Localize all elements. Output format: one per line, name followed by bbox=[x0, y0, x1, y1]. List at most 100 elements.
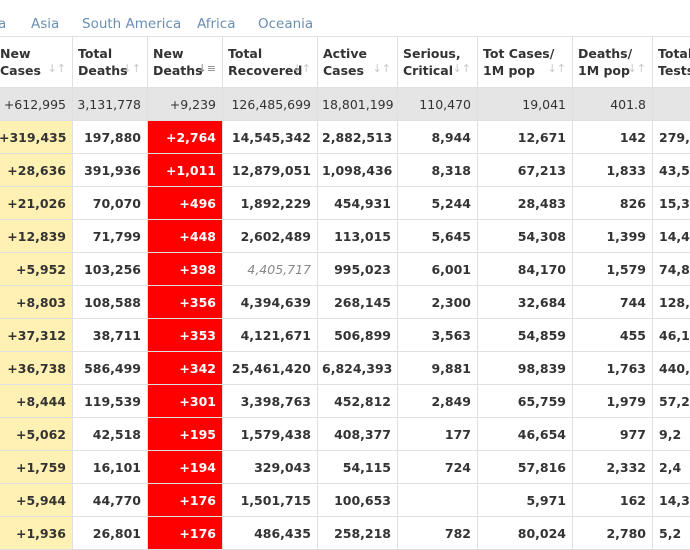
column-header-active-cases[interactable]: Active Cases ↓↑ bbox=[317, 36, 398, 88]
table-row: +36,738 586,499 +342 25,461,420 6,824,393 9,8… bbox=[0, 351, 690, 385]
column-header-line2: Cases bbox=[0, 62, 41, 78]
cell-total-recovered: 1,579,438 bbox=[222, 417, 318, 451]
cell-total-recovered: 486,435 bbox=[222, 516, 318, 550]
cell-total-recovered: 126,485,699 bbox=[222, 87, 318, 121]
sort-icon[interactable]: ↓↑ bbox=[122, 62, 141, 75]
cell-deaths-per-1m: 826 bbox=[572, 186, 653, 220]
cell-deaths-per-1m: 1,833 bbox=[572, 153, 653, 187]
column-header-line1: Tot Cases/ bbox=[483, 45, 555, 61]
column-header-tot-cases-per-1m[interactable]: Tot Cases/1M pop ↓↑ bbox=[477, 36, 573, 88]
tab-asia[interactable]: Asia bbox=[31, 16, 60, 32]
cell-new-deaths: +356 bbox=[147, 285, 223, 319]
cell-new-cases: +36,738 bbox=[0, 351, 73, 385]
cell-new-deaths: +301 bbox=[147, 384, 223, 418]
table-row: +5,944 44,770 +176 1,501,715 100,653 5,971 162… bbox=[0, 483, 690, 517]
cell-new-deaths: +195 bbox=[147, 417, 223, 451]
cell-new-cases: +1,936 bbox=[0, 516, 73, 550]
column-header-line2: 1M pop bbox=[578, 62, 630, 78]
cell-total-tests: 279,3 bbox=[652, 120, 690, 154]
cell-total-tests: 46,1 bbox=[652, 318, 690, 352]
table-row: +12,839 71,799 +448 2,602,489 113,015 5,645 54… bbox=[0, 219, 690, 253]
column-header-line2: Cases bbox=[323, 62, 364, 78]
cell-tot-cases-per-1m: 67,213 bbox=[477, 153, 573, 187]
cell-new-cases: +319,435 bbox=[0, 120, 73, 154]
cell-active-cases: 454,931 bbox=[317, 186, 398, 220]
cell-serious-critical: 5,645 bbox=[397, 219, 478, 253]
cell-total-tests: 2,4 bbox=[652, 450, 690, 484]
cell-total-recovered: 12,879,051 bbox=[222, 153, 318, 187]
cell-active-cases: 258,218 bbox=[317, 516, 398, 550]
column-header-serious-critical[interactable]: Serious, Critical ↓↑ bbox=[397, 36, 478, 88]
sort-icon[interactable]: ↓↑ bbox=[452, 62, 471, 75]
cell-new-cases: +21,026 bbox=[0, 186, 73, 220]
cell-serious-critical bbox=[397, 483, 478, 517]
column-header-total-deaths[interactable]: Total Deaths ↓↑ bbox=[72, 36, 148, 88]
column-header-new-cases[interactable]: New Cases ↓↑ bbox=[0, 36, 73, 88]
cell-deaths-per-1m: 1,979 bbox=[572, 384, 653, 418]
sort-icon[interactable]: ↓↑ bbox=[292, 62, 311, 75]
column-header-line2: Deaths bbox=[153, 62, 203, 78]
cell-tot-cases-per-1m: 19,041 bbox=[477, 87, 573, 121]
tab-south-america[interactable]: South America bbox=[82, 16, 182, 32]
cell-active-cases: 100,653 bbox=[317, 483, 398, 517]
tab-africa[interactable]: Africa bbox=[197, 16, 236, 32]
column-header-total-tests[interactable]: TotalTests bbox=[652, 36, 690, 88]
cell-total-tests: 43,5 bbox=[652, 153, 690, 187]
cell-total-recovered: 3,398,763 bbox=[222, 384, 318, 418]
column-header-total-recovered[interactable]: Total Recovered ↓↑ bbox=[222, 36, 318, 88]
tab-oceania[interactable]: Oceania bbox=[258, 16, 314, 32]
cell-deaths-per-1m: 977 bbox=[572, 417, 653, 451]
cell-deaths-per-1m: 1,399 bbox=[572, 219, 653, 253]
cell-serious-critical: 6,001 bbox=[397, 252, 478, 286]
cell-tot-cases-per-1m: 84,170 bbox=[477, 252, 573, 286]
covid-stats-table: New Cases ↓↑ Total Deaths ↓↑ New Deaths ↓≡ Total R… bbox=[0, 36, 690, 550]
cell-total-deaths: 586,499 bbox=[72, 351, 148, 385]
cell-new-cases: +5,952 bbox=[0, 252, 73, 286]
cell-new-cases: +37,312 bbox=[0, 318, 73, 352]
tab-europe[interactable]: a bbox=[0, 16, 7, 32]
cell-deaths-per-1m: 455 bbox=[572, 318, 653, 352]
cell-active-cases: 408,377 bbox=[317, 417, 398, 451]
sort-icon[interactable]: ↓↑ bbox=[372, 62, 391, 75]
header-row: New Cases ↓↑ Total Deaths ↓↑ New Deaths ↓≡ Total R… bbox=[0, 36, 690, 88]
cell-new-deaths: +398 bbox=[147, 252, 223, 286]
cell-serious-critical: 2,849 bbox=[397, 384, 478, 418]
cell-serious-critical: 5,244 bbox=[397, 186, 478, 220]
cell-active-cases: 1,098,436 bbox=[317, 153, 398, 187]
cell-new-deaths: +353 bbox=[147, 318, 223, 352]
column-header-line2: Recovered bbox=[228, 62, 303, 78]
cell-deaths-per-1m: 1,763 bbox=[572, 351, 653, 385]
cell-tot-cases-per-1m: 80,024 bbox=[477, 516, 573, 550]
cell-new-deaths: +342 bbox=[147, 351, 223, 385]
cell-total-deaths: 26,801 bbox=[72, 516, 148, 550]
cell-tot-cases-per-1m: 12,671 bbox=[477, 120, 573, 154]
cell-active-cases: 54,115 bbox=[317, 450, 398, 484]
cell-serious-critical: 9,881 bbox=[397, 351, 478, 385]
cell-serious-critical: 2,300 bbox=[397, 285, 478, 319]
cell-total-deaths: 391,936 bbox=[72, 153, 148, 187]
cell-serious-critical: 110,470 bbox=[397, 87, 478, 121]
cell-tot-cases-per-1m: 5,971 bbox=[477, 483, 573, 517]
cell-tot-cases-per-1m: 54,308 bbox=[477, 219, 573, 253]
column-header-line1: New bbox=[153, 45, 184, 61]
column-header-new-deaths[interactable]: New Deaths ↓≡ bbox=[147, 36, 223, 88]
cell-new-deaths: +496 bbox=[147, 186, 223, 220]
column-header-line1: Active bbox=[323, 45, 367, 61]
cell-deaths-per-1m: 401.8 bbox=[572, 87, 653, 121]
sort-icon[interactable]: ↓↑ bbox=[547, 62, 566, 75]
sort-icon[interactable]: ↓↑ bbox=[627, 62, 646, 75]
column-header-line2: Deaths bbox=[78, 62, 128, 78]
column-header-line1: Serious, bbox=[403, 45, 461, 61]
column-header-line1: Deaths/ bbox=[578, 45, 633, 61]
cell-new-deaths: +9,239 bbox=[147, 87, 223, 121]
cell-total-recovered: 4,405,717 bbox=[222, 252, 318, 286]
sort-descending-icon[interactable]: ↓≡ bbox=[197, 62, 216, 75]
cell-total-deaths: 119,539 bbox=[72, 384, 148, 418]
cell-new-deaths: +1,011 bbox=[147, 153, 223, 187]
cell-total-deaths: 3,131,778 bbox=[72, 87, 148, 121]
sort-icon[interactable]: ↓↑ bbox=[47, 62, 66, 75]
cell-deaths-per-1m: 744 bbox=[572, 285, 653, 319]
cell-new-deaths: +176 bbox=[147, 483, 223, 517]
column-header-deaths-per-1m[interactable]: Deaths/1M pop ↓↑ bbox=[572, 36, 653, 88]
table-row: +8,444 119,539 +301 3,398,763 452,812 2,849 65… bbox=[0, 384, 690, 418]
